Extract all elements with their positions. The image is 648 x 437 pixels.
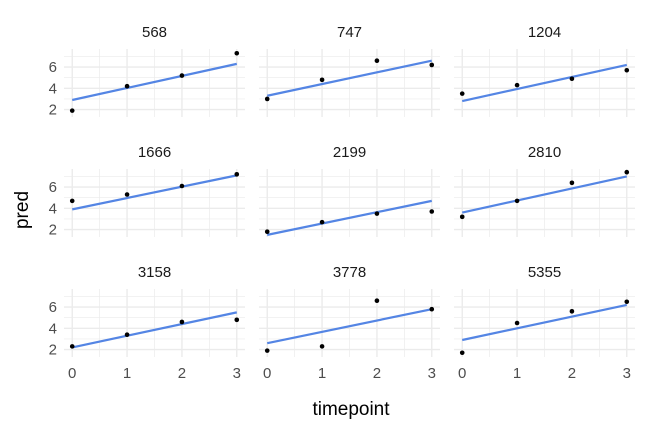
panel-title: 3158 <box>138 264 171 281</box>
data-point <box>179 319 185 325</box>
data-point <box>429 62 435 68</box>
panel-title: 3778 <box>333 264 366 281</box>
y-tick-label: 2 <box>49 102 57 119</box>
data-point <box>459 91 465 96</box>
data-point <box>319 344 325 349</box>
y-tick-label: 4 <box>49 320 57 337</box>
x-tick-label: 2 <box>568 365 576 382</box>
data-point <box>374 211 380 216</box>
trend-line <box>266 59 433 97</box>
trend-line <box>267 308 432 345</box>
data-point <box>234 172 240 177</box>
data-point <box>319 77 325 83</box>
y-tick-label: 4 <box>49 80 57 97</box>
trend-line <box>461 175 628 214</box>
x-tick-label: 1 <box>123 365 131 382</box>
data-point <box>624 169 630 175</box>
data-point <box>429 209 435 214</box>
data-point <box>569 180 575 186</box>
data-point <box>319 219 325 225</box>
data-point <box>569 309 575 314</box>
data-point <box>459 214 465 220</box>
trend-line <box>71 311 238 349</box>
data-point <box>264 96 270 102</box>
data-point <box>624 299 630 305</box>
y-tick-label: 2 <box>49 342 57 359</box>
y-tick-label: 2 <box>49 222 57 239</box>
trend-line <box>461 303 628 342</box>
data-point <box>124 192 130 197</box>
data-point <box>514 198 520 204</box>
data-point <box>374 58 380 63</box>
data-point <box>459 350 465 356</box>
x-tick-label: 0 <box>263 365 271 382</box>
y-tick-label: 4 <box>49 200 57 217</box>
x-tick-label: 0 <box>458 365 466 382</box>
data-point <box>429 306 435 312</box>
x-tick-label: 3 <box>428 365 436 382</box>
data-point <box>179 73 185 78</box>
data-point <box>264 229 270 234</box>
data-point <box>124 332 130 337</box>
trend-line <box>72 174 237 211</box>
x-tick-label: 2 <box>373 365 381 382</box>
data-point <box>514 82 520 88</box>
data-point <box>124 83 130 89</box>
data-point <box>234 50 240 56</box>
data-point <box>69 108 75 113</box>
y-tick-label: 6 <box>49 179 57 196</box>
y-tick-label: 6 <box>49 59 57 76</box>
data-point <box>69 344 75 349</box>
trend-line <box>267 199 432 236</box>
data-point <box>234 317 240 323</box>
data-point <box>514 320 520 326</box>
panel-title: 1204 <box>528 24 561 41</box>
data-point <box>624 67 630 73</box>
panel-title: 2810 <box>528 144 561 161</box>
data-point <box>69 198 75 204</box>
data-point <box>179 183 185 189</box>
data-point <box>569 76 575 82</box>
panel-title: 1666 <box>138 144 171 161</box>
panel-title: 5355 <box>528 264 561 281</box>
x-tick-label: 1 <box>318 365 326 382</box>
trend-line <box>71 62 238 102</box>
y-tick-label: 6 <box>49 299 57 316</box>
y-axis-title: pred <box>12 191 33 229</box>
x-tick-label: 3 <box>623 365 631 382</box>
panel-title: 747 <box>337 24 362 41</box>
x-tick-label: 2 <box>178 365 186 382</box>
data-point <box>374 298 380 303</box>
x-axis-title: timepoint <box>312 399 390 420</box>
data-point <box>264 348 270 353</box>
x-tick-label: 0 <box>68 365 76 382</box>
x-tick-label: 3 <box>233 365 241 382</box>
panel-title: 2199 <box>333 144 366 161</box>
x-tick-label: 1 <box>513 365 521 382</box>
trend-line <box>461 63 628 103</box>
panel-title: 568 <box>142 24 167 41</box>
